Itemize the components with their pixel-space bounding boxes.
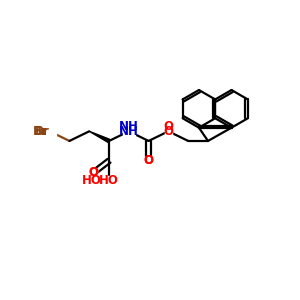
Polygon shape	[89, 131, 110, 142]
Text: HO: HO	[82, 174, 102, 187]
Text: O: O	[164, 120, 173, 134]
Text: O: O	[88, 166, 98, 179]
Text: O: O	[88, 166, 98, 179]
Text: NH: NH	[119, 120, 139, 134]
Bar	[145, 157, 152, 165]
Bar	[145, 157, 153, 165]
Bar	[123, 127, 135, 135]
Bar	[103, 176, 115, 185]
Text: HO: HO	[99, 174, 119, 187]
Text: Br: Br	[33, 125, 48, 138]
Bar	[165, 127, 172, 135]
Bar	[43, 127, 56, 135]
Bar	[95, 176, 108, 185]
Bar	[89, 169, 98, 177]
Bar	[39, 127, 52, 135]
Bar	[164, 123, 172, 131]
Text: Br: Br	[35, 125, 50, 138]
Text: NH: NH	[119, 125, 139, 138]
Text: O: O	[144, 154, 154, 167]
Text: O: O	[144, 154, 154, 167]
Bar	[90, 169, 97, 177]
Text: O: O	[164, 125, 173, 138]
Bar	[122, 123, 136, 131]
